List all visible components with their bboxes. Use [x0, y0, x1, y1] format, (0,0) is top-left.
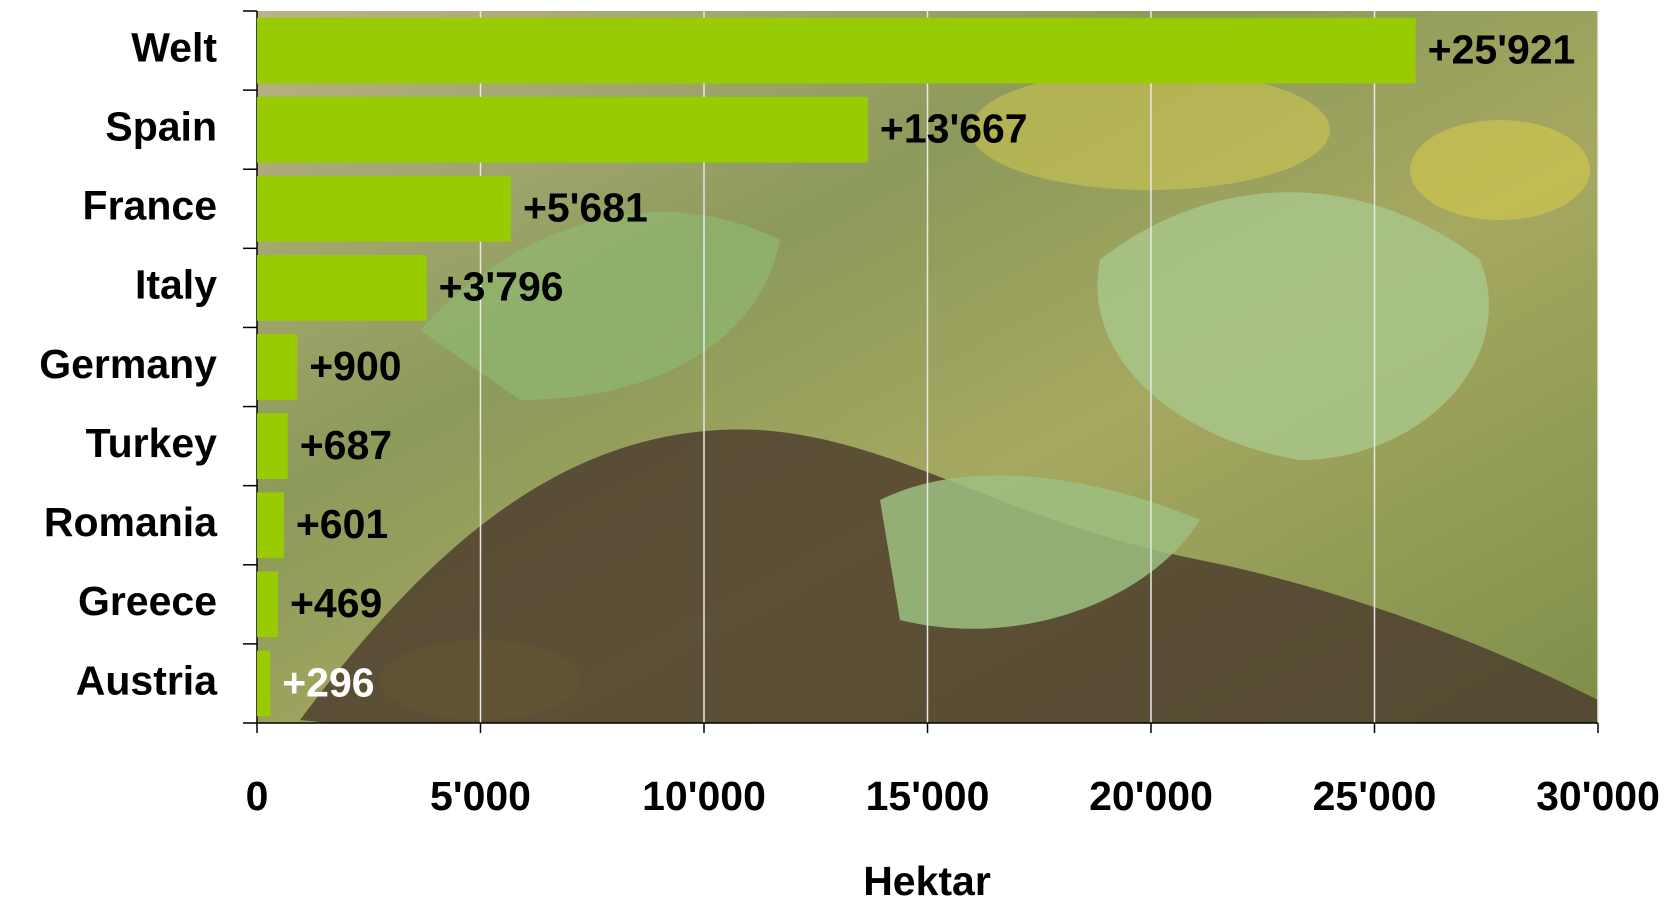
value-label: +469 — [290, 580, 382, 626]
x-tick-label: 10'000 — [642, 773, 766, 819]
x-tick-label: 25'000 — [1313, 773, 1437, 819]
x-tick-label: 20'000 — [1089, 773, 1213, 819]
x-axis-title: Hektar — [863, 858, 991, 904]
value-label: +13'667 — [880, 105, 1028, 151]
y-tick-label: Greece — [78, 578, 217, 624]
bar — [257, 571, 278, 638]
x-tick-label: 5'000 — [430, 773, 531, 819]
value-label: +25'921 — [1428, 26, 1576, 72]
value-label: +3'796 — [439, 264, 564, 310]
bar — [257, 17, 1416, 84]
value-label: +900 — [309, 343, 401, 389]
value-label: +687 — [300, 422, 392, 468]
x-tick-label: 15'000 — [866, 773, 990, 819]
bar — [257, 255, 427, 321]
bar — [257, 334, 298, 400]
y-tick-label: Austria — [76, 657, 218, 703]
y-tick-label: Turkey — [86, 420, 218, 466]
bar — [257, 175, 511, 242]
bar — [257, 492, 284, 559]
x-tick-label: 0 — [246, 773, 269, 819]
bar — [257, 413, 288, 479]
value-label: +601 — [296, 501, 388, 547]
x-tick-label: 30'000 — [1536, 773, 1660, 819]
y-tick-label: Welt — [131, 24, 217, 70]
bar — [257, 650, 271, 717]
y-tick-label: France — [83, 183, 217, 229]
y-tick-label: Italy — [135, 262, 217, 308]
y-tick-label: Spain — [105, 103, 217, 149]
bar — [257, 96, 868, 163]
y-tick-label: Germany — [39, 341, 217, 387]
value-label: +296 — [282, 659, 374, 705]
y-tick-label: Romania — [44, 499, 218, 545]
value-label: +5'681 — [523, 185, 648, 231]
